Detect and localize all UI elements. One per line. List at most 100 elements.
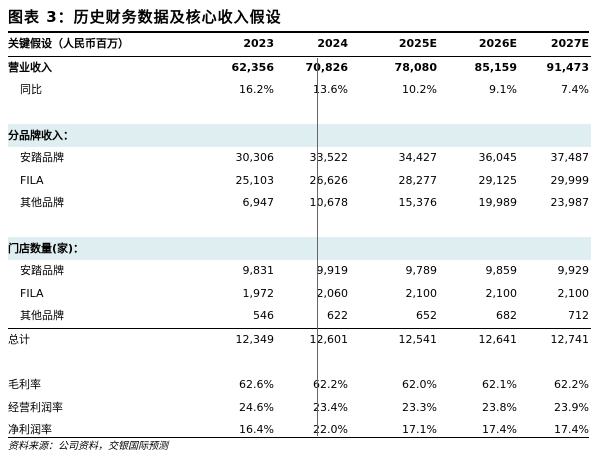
title-rule — [8, 31, 589, 33]
cell-value: 62.1% — [482, 378, 517, 392]
row-label: 分品牌收入： — [8, 124, 200, 147]
cell-value: 2,060 — [316, 286, 349, 300]
cell-value: 10,678 — [309, 196, 349, 210]
cell-value: 12,741 — [517, 327, 591, 352]
cell-value: 17.1% — [402, 423, 437, 437]
cell-value — [200, 215, 274, 238]
cell-value — [517, 102, 591, 125]
cell-value — [357, 237, 437, 260]
cell-value: 62.2% — [554, 378, 589, 392]
cell-value: 22.0% — [313, 423, 348, 437]
cell-value: 29,999 — [550, 173, 590, 187]
table-row: FILA 1,972 2,060 2,100 2,100 2,100 — [8, 283, 591, 306]
cell-value: 682 — [496, 309, 517, 323]
table-row: 营业收入 62,356 70,826 78,080 85,159 91,473 — [8, 56, 591, 79]
cell-value: 622 — [327, 309, 348, 323]
cell-value — [274, 215, 357, 238]
cell-value: 62,356 — [231, 60, 274, 74]
table-row: 安踏品牌 9,831 9,919 9,789 9,859 9,929 — [8, 260, 591, 283]
cell-value: 712 — [568, 309, 589, 323]
row-label: 其他品牌 — [20, 196, 64, 210]
table-row: FILA 25,103 26,626 28,277 29,125 29,999 — [8, 170, 591, 193]
cell-value — [437, 351, 517, 374]
cell-value: 34,427 — [398, 151, 438, 165]
cell-value — [200, 102, 274, 125]
section-header-row: 门店数量(家)： — [8, 237, 591, 260]
row-label: FILA — [20, 286, 44, 300]
cell-value: 25,103 — [235, 173, 275, 187]
cell-value: 78,080 — [394, 60, 437, 74]
row-label: 总计 — [8, 327, 200, 352]
source-footnote: 资料来源：公司资料，交银国际预测 — [8, 441, 168, 452]
spacer-row — [8, 215, 591, 238]
cell-value: 9,789 — [405, 264, 438, 278]
row-label: 净利润率 — [8, 423, 52, 437]
cell-value — [357, 102, 437, 125]
cell-value — [274, 124, 357, 147]
cell-value: 652 — [416, 309, 437, 323]
cell-value: 546 — [253, 309, 274, 323]
cell-value: 36,045 — [478, 151, 518, 165]
header-2027e: 2027E — [517, 33, 591, 57]
figure-title: 图表 3：历史财务数据及核心收入假设 — [8, 8, 282, 26]
table-row: 安踏品牌 30,306 33,522 34,427 36,045 37,487 — [8, 147, 591, 170]
row-label: 安踏品牌 — [20, 264, 64, 278]
row-label — [8, 102, 200, 125]
cell-value: 10.2% — [402, 83, 437, 97]
cell-value: 16.2% — [239, 83, 274, 97]
header-2025e: 2025E — [357, 33, 437, 57]
cell-value: 13.6% — [313, 83, 348, 97]
spacer-row — [8, 351, 591, 374]
cell-value: 85,159 — [474, 60, 517, 74]
table-row: 毛利率 62.6% 62.2% 62.0% 62.1% 62.2% — [8, 374, 591, 397]
row-label: 经营利润率 — [8, 400, 63, 414]
cell-value: 24.6% — [239, 400, 274, 414]
cell-value — [274, 102, 357, 125]
row-label: FILA — [20, 173, 44, 187]
row-label: 同比 — [20, 83, 42, 97]
cell-value — [437, 237, 517, 260]
cell-value — [437, 102, 517, 125]
cell-value: 12,541 — [357, 327, 437, 352]
assumptions-table: 关键假设（人民币百万） 2023 2024 2025E 2026E 2027E … — [8, 33, 591, 442]
header-2023: 2023 — [200, 33, 274, 57]
cell-value: 9,831 — [242, 264, 275, 278]
cell-value — [200, 124, 274, 147]
cell-value: 30,306 — [235, 151, 275, 165]
cell-value: 2,100 — [405, 286, 438, 300]
row-label: 毛利率 — [8, 378, 41, 392]
cell-value: 12,349 — [200, 327, 274, 352]
cell-value: 62.0% — [402, 378, 437, 392]
header-2026e: 2026E — [437, 33, 517, 57]
cell-value: 17.4% — [482, 423, 517, 437]
cell-value: 9,919 — [316, 264, 349, 278]
cell-value: 19,989 — [478, 196, 518, 210]
cell-value — [517, 215, 591, 238]
cell-value — [357, 124, 437, 147]
cell-value — [357, 351, 437, 374]
cell-value: 91,473 — [546, 60, 589, 74]
cell-value — [200, 237, 274, 260]
footnote-rule — [8, 437, 589, 438]
table-row: 同比 16.2% 13.6% 10.2% 9.1% 7.4% — [8, 79, 591, 102]
cell-value — [517, 351, 591, 374]
header-label: 关键假设（人民币百万） — [8, 33, 200, 57]
table-body: 营业收入 62,356 70,826 78,080 85,159 91,473 同比 16.2… — [8, 56, 591, 442]
cell-value: 2,100 — [557, 286, 590, 300]
row-label: 营业收入 — [8, 60, 52, 74]
cell-value: 23.9% — [554, 400, 589, 414]
cell-value — [517, 124, 591, 147]
cell-value: 62.2% — [313, 378, 348, 392]
cell-value: 23.3% — [402, 400, 437, 414]
cell-value — [274, 237, 357, 260]
cell-value: 9,929 — [557, 264, 590, 278]
cell-value — [200, 351, 274, 374]
cell-value: 7.4% — [561, 83, 589, 97]
cell-value: 37,487 — [550, 151, 590, 165]
cell-value: 15,376 — [398, 196, 438, 210]
cell-value: 2,100 — [485, 286, 518, 300]
section-header-row: 分品牌收入： — [8, 124, 591, 147]
cell-value: 29,125 — [478, 173, 518, 187]
cell-value: 9.1% — [489, 83, 517, 97]
table-row: 经营利润率 24.6% 23.4% 23.3% 23.8% 23.9% — [8, 397, 591, 420]
